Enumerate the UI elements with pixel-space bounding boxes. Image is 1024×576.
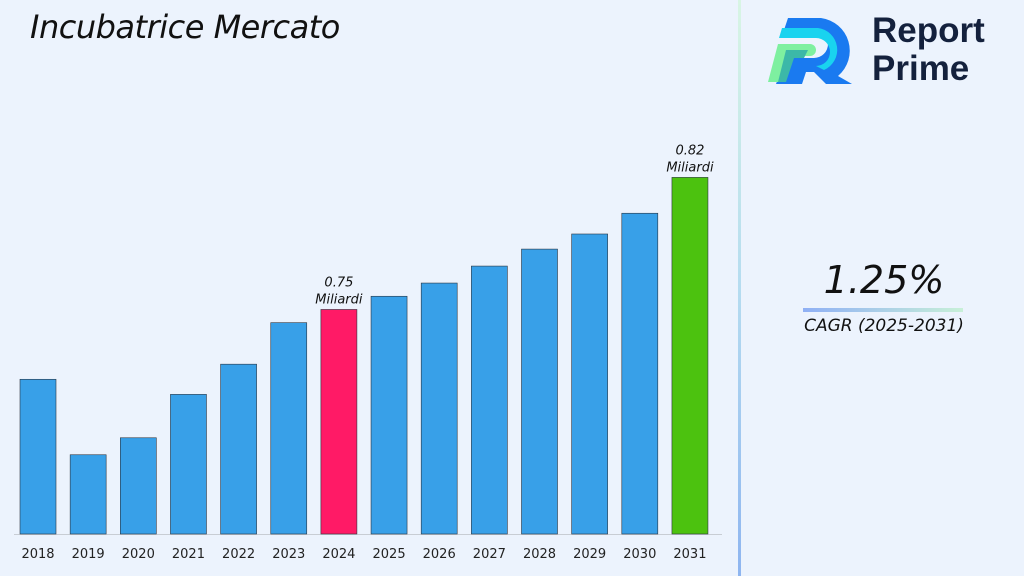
x-tick-label: 2022	[222, 547, 255, 562]
bar-2021	[170, 394, 207, 535]
bar-2019	[69, 454, 107, 535]
x-tick-label: 2026	[423, 547, 456, 562]
x-tick-label: 2024	[322, 547, 355, 562]
x-tick-label: 2023	[272, 547, 305, 562]
x-tick-label: 2031	[673, 547, 706, 562]
bar-2023	[270, 322, 308, 535]
x-tick-label: 2021	[172, 547, 205, 562]
x-tick-label: 2028	[523, 547, 556, 562]
logo-text: Report Prime	[872, 12, 985, 88]
divider	[738, 0, 741, 576]
x-tick-label: 2029	[573, 547, 606, 562]
bar-2025	[370, 295, 408, 535]
x-tick-label: 2025	[373, 547, 406, 562]
bar-2028	[521, 248, 558, 535]
cagr-label: CAGR (2025-2031)	[804, 316, 964, 336]
logo-line2: Prime	[872, 49, 970, 88]
data-label-value: 0.75	[324, 275, 353, 290]
data-label-unit: Miliardi	[315, 292, 363, 307]
data-label-value: 0.82	[675, 143, 704, 158]
bar-2026	[420, 282, 458, 535]
x-tick-label: 2030	[623, 547, 656, 562]
x-tick-label: 2018	[21, 547, 54, 562]
data-label-unit: Miliardi	[666, 160, 714, 175]
bar-2031	[671, 177, 709, 535]
bar-2022	[220, 363, 257, 535]
bar-2029	[571, 233, 608, 535]
bar-2020	[120, 437, 157, 535]
x-tick-label: 2027	[473, 547, 506, 562]
logo-line1: Report	[872, 11, 985, 50]
cagr-value: 1.25%	[823, 258, 945, 302]
bar-2018	[19, 378, 57, 535]
x-tick-label: 2019	[72, 547, 105, 562]
bar-2027	[471, 265, 508, 535]
chart-title: Incubatrice Mercato	[30, 8, 340, 46]
bar-2024	[320, 309, 358, 535]
cagr-underline	[803, 308, 963, 312]
x-tick-label: 2020	[122, 547, 155, 562]
report-prime-logo-icon	[768, 18, 852, 84]
bar-2030	[621, 212, 659, 535]
bar-chart: 2018 2019 2020 2021 2022 2023 2024 0.75 Miliardi…	[14, 143, 722, 562]
